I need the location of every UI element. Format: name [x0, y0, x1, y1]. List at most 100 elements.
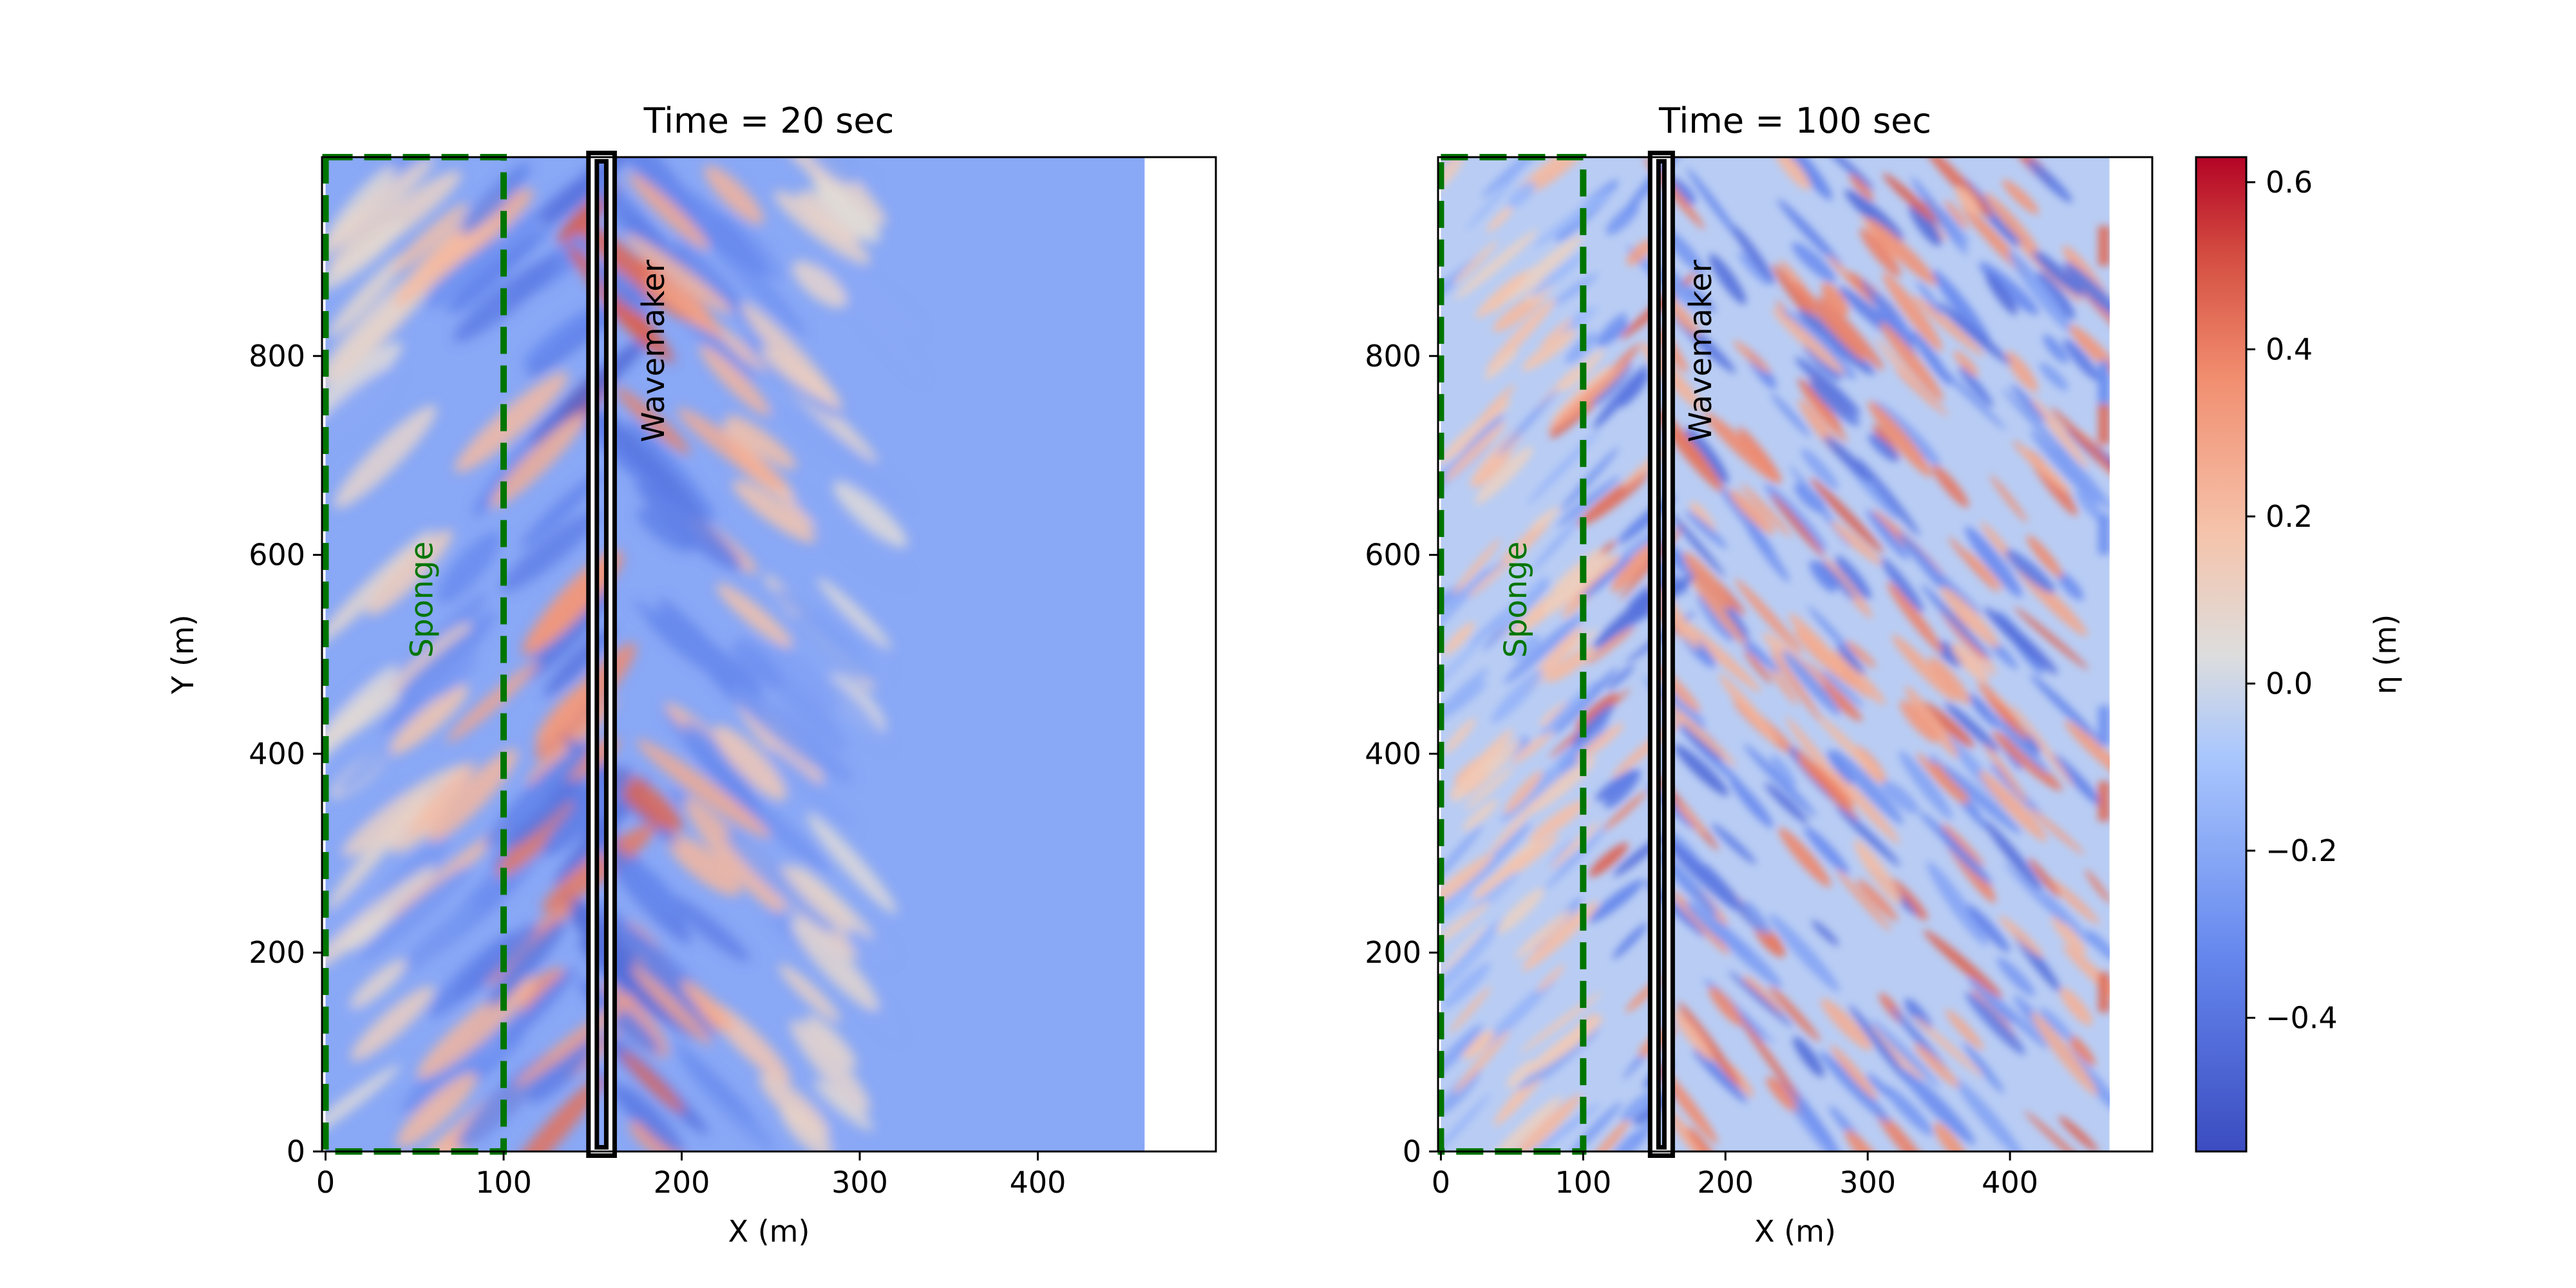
wave-blob [1800, 386, 1848, 442]
edge-streak [2098, 515, 2110, 554]
wave-blob [1464, 766, 1515, 810]
wave-blob [2039, 1007, 2073, 1041]
wave-blob [325, 529, 433, 646]
wave-blob [1938, 829, 1992, 885]
y-axis-ticks: 0 200 400 600 800 [1365, 339, 1438, 1169]
wave-blob [1524, 157, 1581, 195]
wave-blob [1980, 738, 2029, 804]
wave-blob [325, 342, 402, 427]
wave-blob [2008, 250, 2072, 333]
wave-blob [454, 372, 569, 473]
colorbar-tick-label: 0.4 [2266, 332, 2313, 366]
wave-blob [2002, 179, 2039, 214]
wave-blob [1743, 520, 1790, 582]
wave-blob [1831, 521, 1882, 565]
wave-blob [2028, 807, 2085, 855]
wave-blob [1826, 750, 1853, 785]
wave-blob [617, 1084, 685, 1151]
wave-blob [1487, 795, 1542, 857]
wave-blob [1882, 781, 1919, 814]
wave-blob [1453, 1030, 1510, 1094]
wave-blob [334, 405, 437, 509]
wave-blob [1766, 1076, 1804, 1116]
wave-blob [2005, 351, 2038, 392]
wave-blob [1788, 613, 1844, 674]
wave-blob [1441, 886, 1474, 920]
wave-blob [822, 256, 922, 335]
subplot-title: Time = 100 sec [1658, 100, 1931, 141]
wave-blob [1900, 1068, 1976, 1145]
wave-blob [500, 511, 600, 592]
wave-blob [1732, 225, 1776, 285]
wave-blob [1672, 1009, 1713, 1061]
wave-blob [1588, 879, 1644, 923]
wave-blob [2003, 862, 2066, 925]
wave-blob [1929, 656, 1971, 705]
wave-blob [1586, 626, 1635, 665]
wave-blob [1452, 538, 1501, 595]
wave-blob [325, 220, 405, 290]
edge-streak [2098, 781, 2110, 822]
wave-blob [1899, 700, 1940, 743]
wave-blob [1530, 251, 1588, 298]
wave-blob [1944, 200, 1969, 230]
wave-blob [666, 893, 750, 962]
wave-blob [397, 623, 486, 697]
y-tick-label: 800 [249, 339, 305, 374]
wave-blob [1866, 509, 1909, 560]
wave-blob [1626, 239, 1654, 265]
wave-blob [1888, 878, 1928, 921]
edge-streak [2098, 225, 2110, 266]
wave-blob [628, 173, 709, 250]
wave-blob [1692, 1048, 1748, 1103]
wave-blob [1481, 157, 1556, 198]
wave-blob [1821, 998, 1872, 1051]
wave-blob [1443, 717, 1476, 754]
wave-blob [1553, 272, 1599, 305]
wave-blob [681, 980, 734, 1032]
wave-blob [1904, 545, 1983, 615]
wave-blob [1985, 990, 2049, 1050]
wave-blob [1589, 842, 1629, 877]
wave-blob [325, 367, 399, 456]
wave-blob [772, 404, 908, 507]
wave-blob [2051, 916, 2087, 956]
wave-blob [1559, 446, 1620, 513]
wave-blob [2063, 339, 2099, 381]
colorbar-tick-label: 0.6 [2266, 165, 2313, 200]
wave-blob [624, 861, 679, 916]
wave-blob [1497, 389, 1558, 457]
wave-blob [1686, 167, 1744, 245]
wave-blob [2028, 858, 2061, 898]
wave-blob [1804, 826, 1850, 875]
wave-blob [1449, 729, 1513, 799]
wave-blob [1857, 458, 1920, 536]
wave-blob [1522, 328, 1577, 371]
wavemaker-label: Wavemaker [1683, 260, 1719, 442]
wave-blob [1542, 553, 1609, 616]
wave-blob [1765, 782, 1808, 824]
wave-blob [1441, 157, 1464, 196]
wave-blob [1690, 501, 1716, 535]
wave-blob [1923, 929, 2003, 999]
wave-blob [2031, 1012, 2098, 1096]
wave-blob [504, 779, 583, 850]
wave-blob [2014, 607, 2089, 670]
wave-blob [1441, 567, 1490, 645]
wave-blob [791, 615, 877, 681]
wave-blob [1676, 800, 1707, 835]
wave-blob [657, 178, 768, 276]
wave-blob [1996, 957, 2036, 997]
wave-blob [1441, 399, 1511, 465]
wave-blob [817, 578, 892, 650]
wave-blob [350, 959, 407, 1009]
wave-blob [1605, 203, 1640, 235]
wave-blob [1506, 1060, 1535, 1088]
wave-blob [1866, 218, 1938, 286]
wave-blob [1711, 823, 1757, 865]
wave-blob [437, 531, 502, 604]
wave-blob [1508, 181, 1536, 208]
wave-blob [1835, 555, 1871, 600]
x-tick-label: 0 [1432, 1165, 1450, 1200]
x-tick-label: 100 [1555, 1165, 1611, 1200]
